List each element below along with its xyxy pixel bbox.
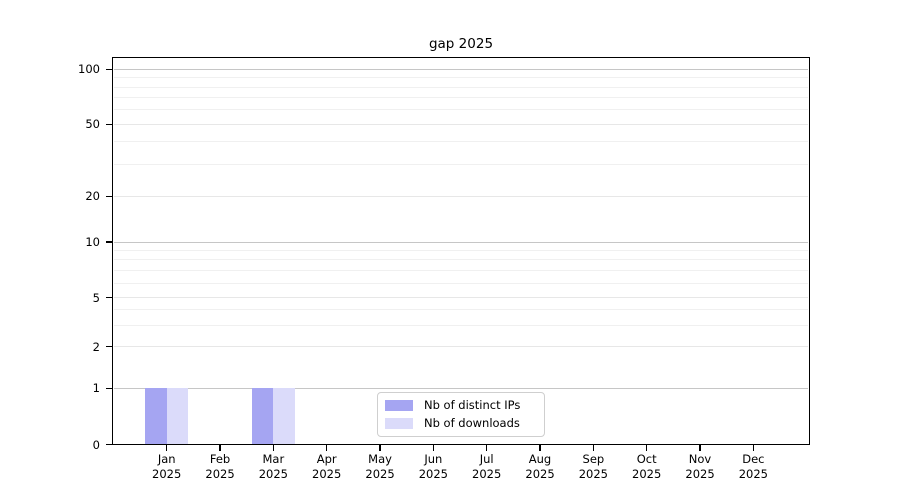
bar-distinct-ips-jan	[145, 388, 167, 445]
x-tick-mark	[272, 445, 275, 451]
x-tick-label: Jun 2025	[418, 452, 448, 481]
y-tick-mark	[106, 241, 112, 243]
x-tick-label: Jan 2025	[152, 452, 182, 481]
y-tick-mark	[106, 123, 112, 125]
legend-label: Nb of distinct IPs	[424, 398, 521, 412]
major-gridline	[114, 297, 808, 299]
major-gridline	[114, 68, 808, 70]
x-tick-mark	[752, 445, 755, 451]
x-tick-mark	[219, 445, 221, 451]
x-tick-label: Sep 2025	[578, 452, 608, 481]
bar-distinct-ips-mar	[251, 388, 274, 445]
x-tick-label: May 2025	[365, 452, 395, 481]
legend-swatch-downloads	[385, 418, 413, 429]
x-tick-label: Nov 2025	[685, 452, 715, 481]
y-tick-mark	[106, 387, 112, 389]
x-tick-label: Apr 2025	[312, 452, 342, 481]
legend-item: Nb of distinct IPs	[385, 398, 544, 413]
x-tick-label: Dec 2025	[738, 452, 768, 481]
minor-gridline	[114, 97, 808, 99]
x-tick-mark	[325, 445, 328, 451]
major-gridline	[114, 123, 808, 125]
major-gridline	[114, 387, 808, 389]
y-tick-label: 1	[92, 381, 100, 396]
y-tick-mark	[106, 346, 112, 348]
major-gridline	[114, 195, 808, 197]
major-gridline	[114, 346, 808, 348]
y-tick-mark	[106, 68, 112, 70]
y-tick-mark	[106, 443, 112, 446]
minor-gridline	[114, 141, 808, 143]
y-tick-label: 2	[92, 339, 100, 354]
chart-title: gap 2025	[428, 36, 494, 52]
minor-gridline	[114, 259, 808, 261]
legend-label: Nb of downloads	[424, 416, 520, 430]
y-tick-label: 50	[85, 117, 100, 132]
legend-item: Nb of downloads	[385, 416, 544, 431]
x-tick-label: Mar 2025	[258, 452, 288, 481]
x-tick-mark	[592, 445, 595, 451]
y-tick-label: 0	[92, 437, 100, 452]
y-tick-mark	[106, 195, 112, 197]
x-tick-mark	[539, 445, 541, 451]
major-gridline	[114, 241, 808, 243]
x-tick-label: Aug 2025	[525, 452, 555, 481]
x-tick-mark	[645, 445, 648, 451]
y-tick-label: 5	[92, 290, 100, 305]
x-tick-label: Jul 2025	[472, 452, 502, 481]
x-tick-mark	[699, 445, 701, 451]
x-tick-label: Oct 2025	[632, 452, 662, 481]
legend: Nb of distinct IPs Nb of downloads	[377, 392, 545, 437]
minor-gridline	[114, 163, 808, 165]
bar-downloads-mar	[273, 388, 295, 445]
legend-swatch-distinct-ips	[385, 400, 413, 411]
x-tick-mark	[166, 445, 168, 451]
y-tick-mark	[106, 297, 112, 299]
y-tick-label: 20	[85, 189, 100, 204]
minor-gridline	[114, 249, 808, 251]
bar-downloads-jan	[166, 388, 189, 445]
minor-gridline	[114, 270, 808, 272]
x-tick-label: Feb 2025	[205, 452, 235, 481]
y-tick-label: 100	[78, 62, 100, 77]
minor-gridline	[114, 109, 808, 111]
x-tick-mark	[485, 445, 488, 451]
plot-area	[112, 57, 810, 445]
minor-gridline	[114, 86, 808, 88]
x-tick-mark	[432, 445, 435, 451]
minor-gridline	[114, 282, 808, 284]
minor-gridline	[114, 309, 808, 311]
minor-gridline	[114, 324, 808, 326]
x-tick-mark	[379, 445, 381, 451]
minor-gridline	[114, 77, 808, 79]
y-tick-label: 10	[85, 235, 100, 249]
